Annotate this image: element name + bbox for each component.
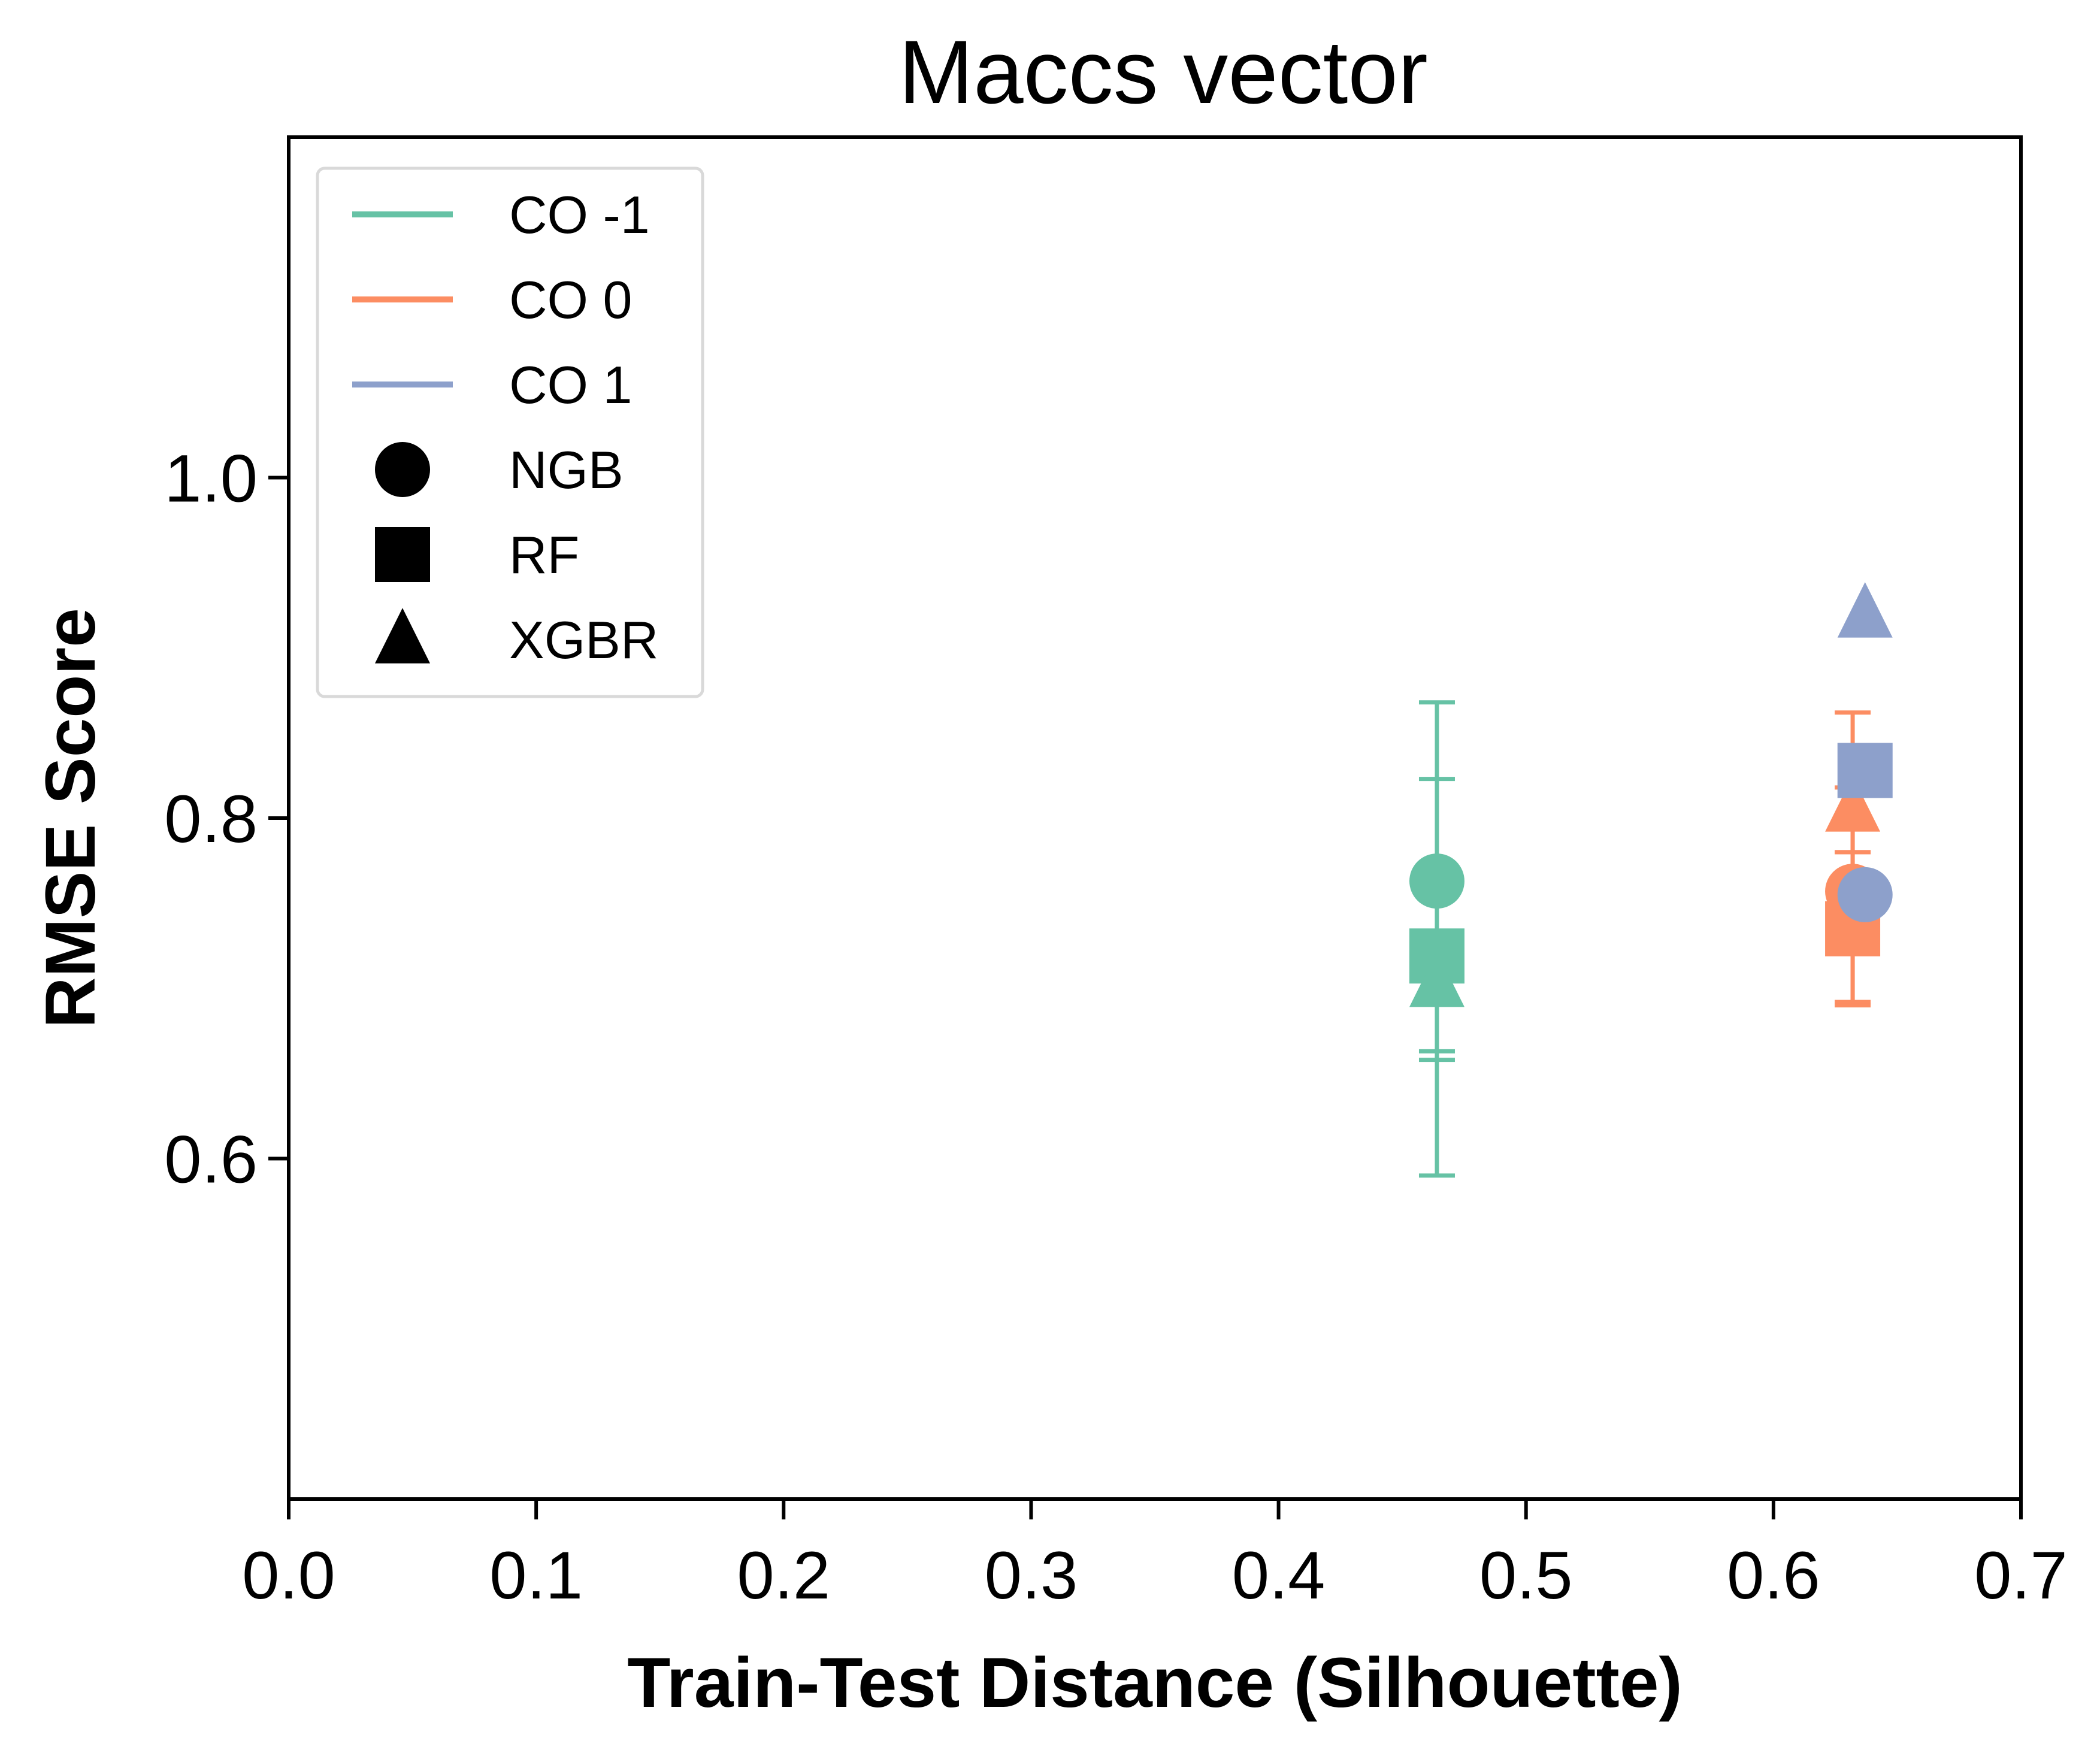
legend-marker-square <box>375 527 430 582</box>
x-tick-label: 0.4 <box>1232 1538 1326 1613</box>
data-point-ngb <box>1409 853 1464 909</box>
legend-marker-circle <box>375 442 430 497</box>
x-tick-label: 0.6 <box>1727 1538 1820 1613</box>
legend-label: NGB <box>509 440 624 499</box>
y-axis-label: RMSE Score <box>31 608 110 1028</box>
legend-label: RF <box>509 525 579 585</box>
x-axis: 0.0 0.1 0.2 0.3 0.4 0.5 0.6 0.7 <box>242 1499 2068 1613</box>
plot-area <box>1409 582 1893 1178</box>
y-tick-label: 1.0 <box>164 441 258 516</box>
data-point-xgbr <box>1837 582 1893 638</box>
x-tick-label: 0.1 <box>489 1538 583 1613</box>
chart-title: Maccs vector <box>898 22 1428 122</box>
data-point-rf <box>1837 743 1893 798</box>
data-point-xgbr <box>1825 776 1881 832</box>
x-tick-label: 0.5 <box>1479 1538 1573 1613</box>
x-tick-label: 0.7 <box>1974 1538 2068 1613</box>
legend: CO -1 CO 0 CO 1 NGB RF XGBR <box>316 166 704 698</box>
legend-label: CO 1 <box>509 355 632 414</box>
x-tick-label: 0.3 <box>985 1538 1078 1613</box>
y-tick-label: 0.6 <box>164 1122 258 1197</box>
x-axis-label: Train-Test Distance (Silhouette) <box>627 1643 1683 1722</box>
y-axis: 0.6 0.8 1.0 <box>164 441 289 1197</box>
y-tick-label: 0.8 <box>164 782 258 856</box>
data-point-ngb <box>1837 867 1893 922</box>
legend-label: CO -1 <box>509 185 650 244</box>
legend-label: XGBR <box>509 610 658 670</box>
x-tick-label: 0.0 <box>242 1538 335 1613</box>
data-point-xgbr <box>1409 951 1464 1007</box>
x-tick-label: 0.2 <box>737 1538 830 1613</box>
legend-marker-triangle <box>375 608 430 664</box>
legend-label: CO 0 <box>509 270 632 329</box>
